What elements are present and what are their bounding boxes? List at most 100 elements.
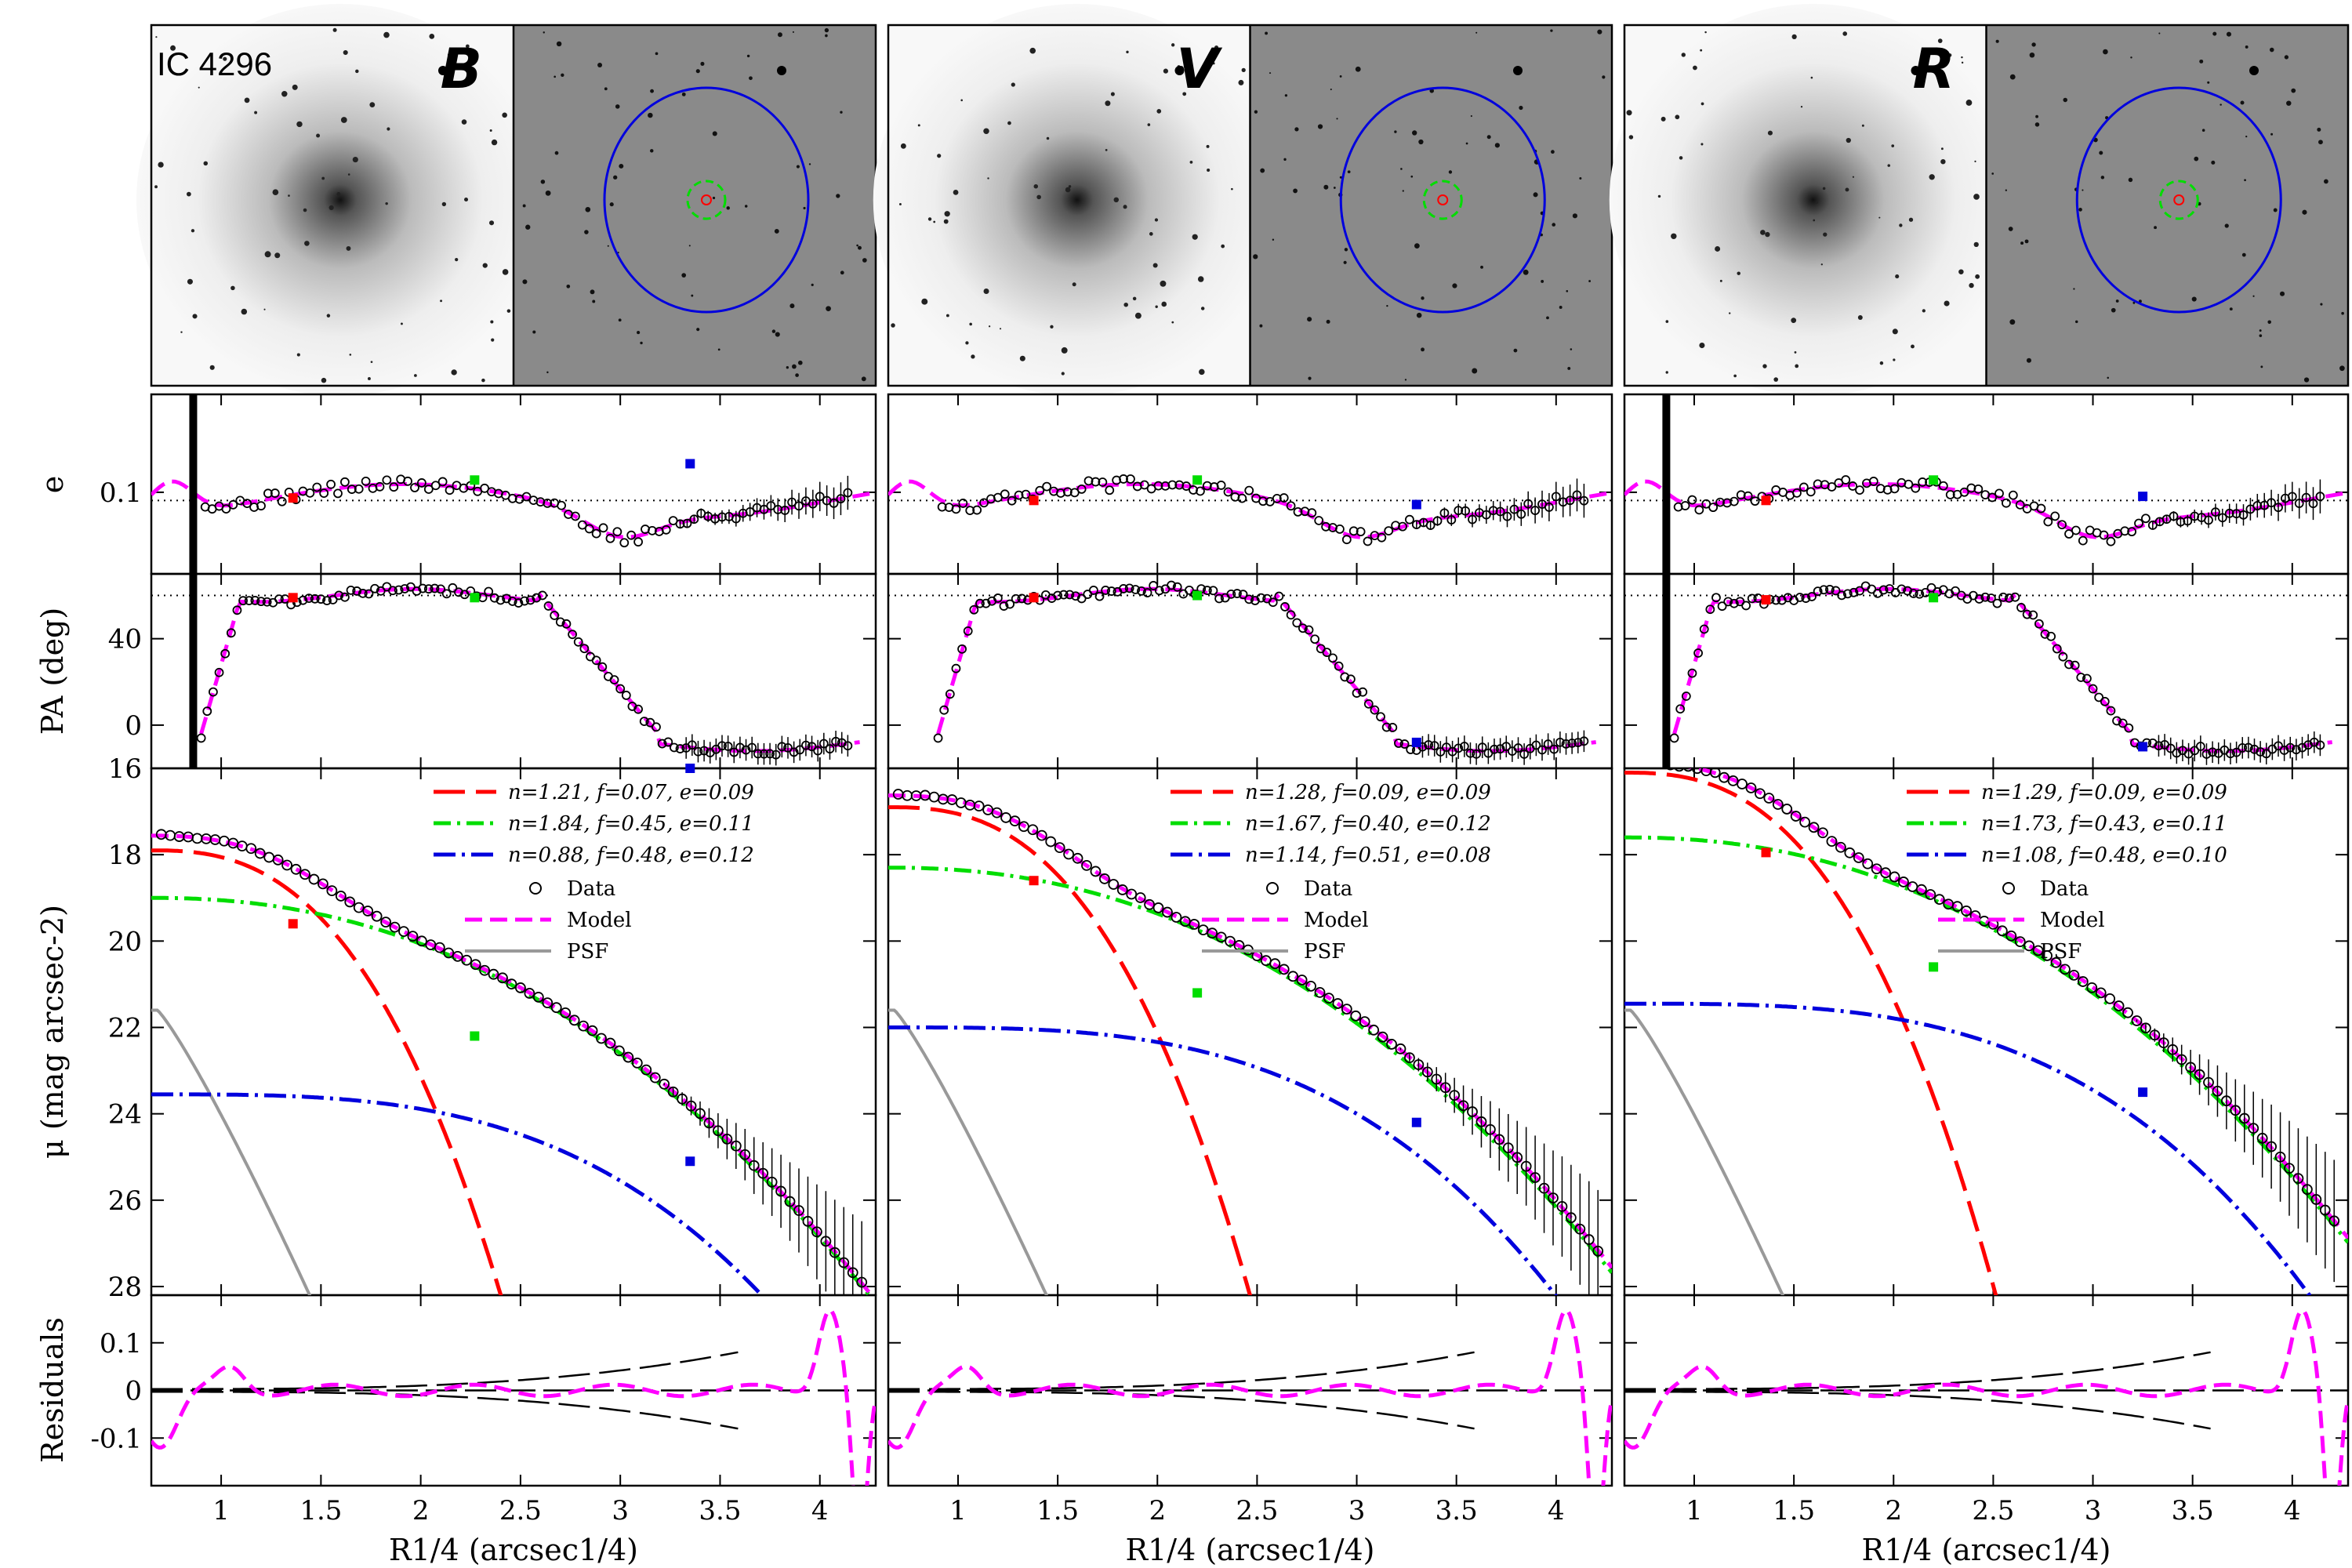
pa-data-point: [795, 745, 805, 755]
star: [1011, 82, 1015, 87]
mu-data-point: [1439, 1082, 1451, 1094]
star: [461, 119, 467, 125]
star: [1861, 124, 1864, 127]
star: [2034, 122, 2040, 127]
star: [2063, 97, 2067, 103]
star: [1068, 185, 1072, 188]
star: [1412, 130, 1417, 136]
e-data-point: [780, 506, 790, 515]
star: [489, 129, 492, 132]
pa-data-point: [1304, 625, 1314, 635]
star: [1813, 219, 1816, 222]
mu-data-point: [1027, 824, 1039, 836]
pa-data-point: [2010, 592, 2020, 602]
star: [744, 205, 748, 208]
res-model-curve: [1624, 1308, 2348, 1486]
pa-data-point: [209, 687, 218, 697]
e-data-point: [745, 507, 755, 517]
pa-component-marker: [1411, 737, 1421, 747]
pa-data-point: [2291, 745, 2301, 755]
star: [1355, 66, 1361, 72]
mu-data-point: [659, 1078, 670, 1090]
star: [1254, 110, 1258, 114]
mu-component-marker: [1192, 988, 1203, 998]
pa-data-point: [1561, 739, 1571, 749]
mu-data-point: [1961, 905, 1972, 916]
mu-data-point: [1808, 822, 1820, 833]
pa-data-point: [1214, 593, 1224, 604]
x-tick-label: 1.5: [1773, 1495, 1815, 1526]
e-component-marker: [470, 475, 480, 485]
pa-data-point: [232, 605, 242, 615]
pa-data-point: [1459, 742, 1469, 751]
e-data-point: [1083, 476, 1094, 486]
mu-data-point: [550, 1002, 562, 1014]
e-data-point: [1911, 483, 1921, 493]
pa-data-point: [1071, 591, 1080, 601]
e-data-point: [354, 484, 364, 494]
star: [2279, 291, 2285, 296]
mu-data-point: [1090, 866, 1102, 877]
e-data-point: [2183, 516, 2193, 526]
mu-data-point: [568, 1014, 580, 1026]
e-data-point: [1551, 492, 1561, 502]
star: [1272, 238, 1275, 241]
e-data-point: [1966, 483, 1976, 493]
star: [983, 128, 989, 134]
mu-data-point: [2248, 1123, 2259, 1134]
star: [2260, 365, 2263, 368]
pa-data-point: [2100, 696, 2110, 706]
mu-data-point: [991, 807, 1003, 818]
pa-data-point: [1399, 739, 1410, 749]
mu-data-point: [713, 1125, 724, 1137]
star: [465, 44, 470, 49]
star: [1221, 244, 1225, 249]
pa-data-point: [699, 746, 709, 756]
star: [1339, 75, 1342, 78]
star: [170, 45, 176, 51]
e-data-point: [577, 520, 587, 530]
mu-data-point: [1844, 847, 1856, 858]
e-data-point: [389, 482, 399, 492]
band-label-V: V: [1176, 37, 1222, 101]
star: [1719, 279, 1722, 282]
pa-data-point: [1998, 592, 2009, 602]
pa-center-bar: [189, 574, 198, 768]
mu-data-point: [398, 926, 409, 938]
disk-curve: [1624, 835, 2348, 1244]
star: [953, 189, 959, 195]
mu-data-point: [1880, 867, 1891, 879]
pa-data-point: [1442, 742, 1451, 753]
star: [198, 86, 200, 89]
pa-data-point: [400, 584, 410, 593]
mu-data-point: [1799, 816, 1811, 828]
pa-data-point: [316, 594, 326, 604]
pa-data-point: [1921, 588, 1930, 597]
star: [2100, 176, 2105, 180]
legend-psf-label: PSF: [1304, 940, 1345, 964]
pa-data-point: [1238, 590, 1248, 600]
star: [1973, 194, 1980, 200]
pa-data-point: [963, 626, 973, 636]
star: [1845, 187, 1849, 192]
e-data-point: [256, 501, 266, 511]
mu-data-point: [1755, 788, 1766, 800]
star: [1029, 47, 1036, 54]
star: [1762, 364, 1767, 368]
e-data-point: [1868, 477, 1878, 486]
e-data-point: [1167, 480, 1178, 490]
e-data-point: [937, 502, 947, 512]
e-data-point: [326, 479, 336, 489]
e-data-point: [2204, 515, 2213, 525]
pa-data-point: [340, 592, 350, 602]
e-data-point: [1014, 490, 1024, 500]
pa-model-curve: [1672, 586, 2332, 753]
pa-data-point: [2201, 750, 2212, 759]
pa-data-point: [1747, 593, 1757, 604]
star: [597, 62, 603, 67]
pa-data-point: [1286, 610, 1296, 620]
star: [343, 49, 348, 56]
mu-data-point: [470, 959, 481, 971]
y-tick-label-mu: 20: [108, 926, 142, 957]
star: [1969, 282, 1974, 289]
